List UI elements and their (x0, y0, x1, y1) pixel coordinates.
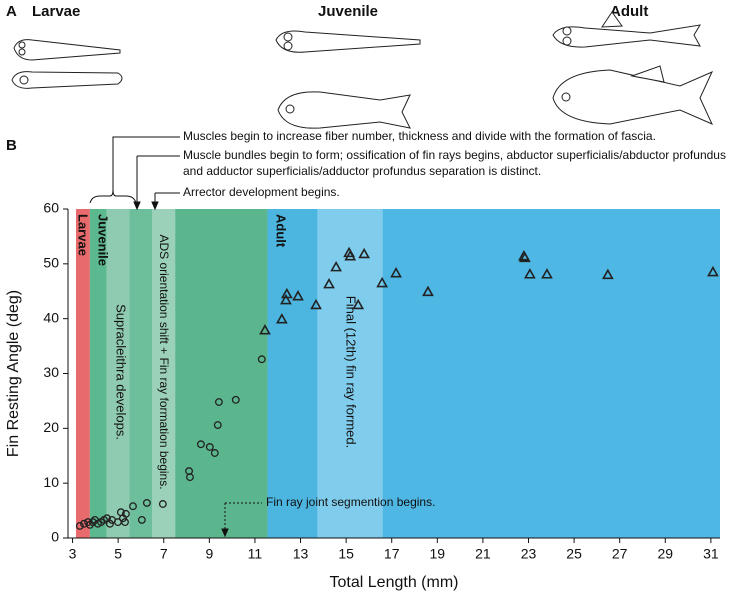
data-point (259, 324, 271, 335)
data-point (310, 298, 322, 310)
data-point (214, 398, 223, 406)
x-tick-label: 7 (160, 546, 168, 562)
data-point (257, 355, 266, 364)
y-tick-label: 30 (43, 364, 59, 380)
y-tick-label: 20 (43, 419, 59, 435)
data-point (186, 473, 194, 482)
y-tick-label: 60 (43, 200, 59, 216)
data-point (75, 521, 84, 530)
stage-label: Juvenile (318, 3, 378, 20)
data-point (275, 313, 288, 324)
data-point (210, 449, 219, 457)
x-tick-label: 31 (703, 546, 719, 562)
fish-drawings (11, 11, 714, 129)
data-point (121, 509, 130, 518)
data-point (121, 518, 129, 527)
x-tick-label: 5 (114, 546, 122, 562)
data-point (231, 395, 240, 404)
stage-region (175, 209, 268, 538)
x-tick-label: 11 (248, 546, 263, 562)
y-axis-label: Fin Resting Angle (deg) (5, 290, 22, 457)
data-point (601, 268, 614, 280)
stage-region (317, 209, 383, 538)
data-point (213, 421, 222, 429)
data-point (88, 518, 97, 527)
annotation: Muscle bundles begin to form; ossificati… (183, 148, 726, 162)
region-label: Final (12th) fin ray formed. (344, 296, 359, 448)
data-point (129, 502, 137, 511)
y-tick-label: 10 (43, 474, 59, 490)
data-point (196, 440, 205, 449)
data-point (280, 293, 292, 305)
stage-region (267, 209, 318, 538)
x-tick-label: 19 (430, 546, 446, 562)
data-point (280, 287, 293, 299)
data-point (376, 276, 389, 288)
x-tick-label: 23 (521, 546, 537, 562)
y-tick-label: 40 (43, 309, 59, 325)
data-point (707, 265, 719, 277)
annotation: and adductor superficialis/adductor prof… (183, 164, 541, 178)
x-tick-label: 13 (293, 546, 309, 562)
stage-region (382, 209, 720, 538)
stage-region (75, 209, 90, 538)
x-tick-label: 9 (205, 546, 213, 562)
region-label: Adult (274, 214, 289, 248)
data-point (137, 515, 146, 524)
data-point (292, 290, 304, 301)
annotation: Fin ray joint segmention begins. (266, 495, 435, 509)
data-point (330, 260, 342, 272)
x-tick-label: 25 (566, 546, 582, 562)
data-point (344, 250, 357, 261)
y-tick-label: 50 (43, 255, 59, 271)
data-point (518, 251, 531, 263)
data-point (541, 268, 553, 279)
y-tick-label: 0 (51, 529, 59, 545)
panel-label: B (6, 137, 17, 154)
x-tick-label: 21 (475, 546, 491, 562)
annotation: Arrector development begins. (183, 185, 340, 199)
data-point (390, 267, 402, 278)
stage-region (106, 209, 130, 538)
annotation-lines (89, 136, 262, 538)
region-label: Larvae (76, 214, 91, 256)
panel-label: A (6, 3, 17, 20)
region-label: Juvenile (96, 214, 111, 266)
data-point (105, 519, 114, 528)
stage-region (89, 209, 107, 538)
data-point (323, 277, 335, 289)
stage-region (129, 209, 153, 538)
plot: 3 5 7 9 11 13 15 17 19 21 23 25 27 29 31 0 10 20 30 40 50 60 T… (5, 129, 726, 591)
x-tick-label: 17 (384, 546, 400, 562)
data-point (142, 498, 151, 507)
stage-label: Larvae (32, 3, 80, 20)
stage-label: Adult (610, 3, 648, 20)
annotation: Muscles begin to increase fiber number, … (183, 129, 656, 143)
x-tick-label: 27 (612, 546, 628, 562)
stage-region (152, 209, 176, 538)
x-tick-label: 29 (657, 546, 673, 562)
data-point (352, 298, 365, 310)
x-axis-label: Total Length (mm) (330, 574, 459, 591)
data-point (158, 500, 167, 508)
region-label: ADS orientation shift + Fin ray formatio… (157, 234, 171, 489)
region-label: Supracleithra develops. (114, 304, 129, 440)
data-point (358, 247, 371, 259)
x-tick-label: 3 (69, 546, 77, 562)
data-point (422, 285, 434, 297)
data-point (205, 443, 214, 451)
data-point (524, 268, 536, 279)
x-tick-label: 15 (338, 546, 354, 562)
